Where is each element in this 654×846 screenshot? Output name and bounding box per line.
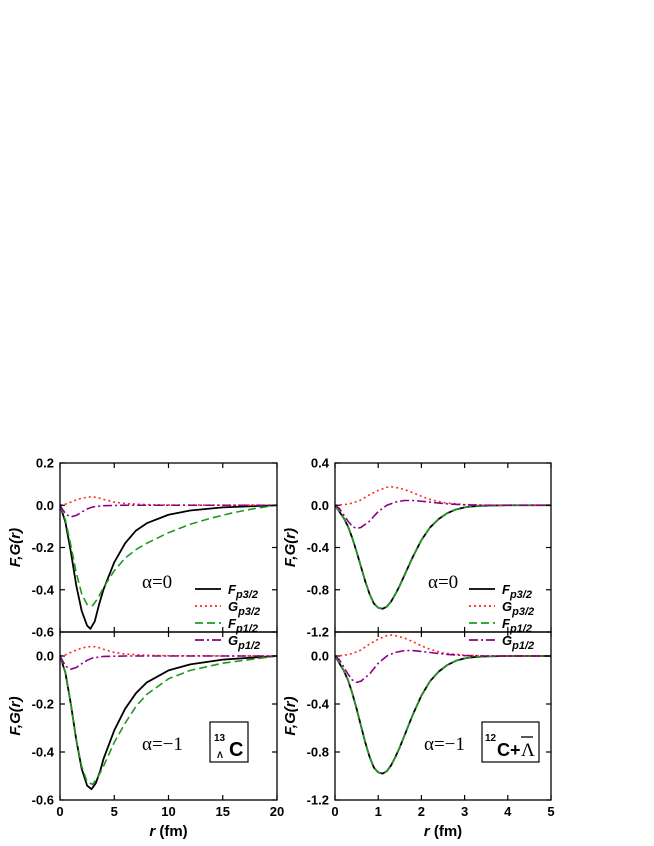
y-tick-label: -0.4 — [307, 540, 330, 555]
legend-label-1: Gp3/2 — [228, 599, 260, 618]
y-tick-label: -0.2 — [32, 540, 54, 555]
x-tick-label: 0 — [331, 804, 338, 819]
y-tick-label: -0.8 — [307, 582, 329, 597]
y-tick-label: -0.4 — [32, 582, 55, 597]
series-line-2 — [60, 504, 277, 607]
y-tick-label: -0.6 — [32, 625, 54, 640]
series-line-0 — [60, 504, 277, 630]
series-line-3 — [335, 499, 551, 530]
series-group — [335, 634, 551, 775]
y-tick-label: -0.4 — [32, 745, 55, 760]
x-tick-label: 5 — [111, 804, 118, 819]
series-group — [335, 485, 551, 610]
series-line-3 — [60, 504, 277, 518]
y-tick-label: 0.0 — [36, 649, 54, 664]
x-tick-label: 5 — [547, 804, 554, 819]
panel-top-right: -1.2 -0.8 -0.4 0.0 0.4 F,G(r) α=0 Fp3/2Gp3/2Fp1… — [282, 456, 552, 652]
y-tick-label: -0.4 — [307, 697, 330, 712]
y-axis-label: F,G(r) — [7, 696, 24, 735]
x-tick-label: 0 — [56, 804, 63, 819]
nucleus-left-sub: Λ — [217, 750, 223, 760]
nucleus-right-mass: 12 — [485, 733, 497, 744]
plot-frame — [334, 631, 552, 801]
y-tick-label: -1.2 — [307, 625, 329, 640]
y-axis-label: F,G(r) — [7, 528, 24, 567]
alpha-annotation: α=0 — [142, 572, 172, 593]
alpha-annotation: α=−1 — [424, 734, 465, 755]
y-tick-label: 0.2 — [36, 456, 54, 471]
x-axis-label: r (fm) — [424, 823, 462, 840]
series-line-2 — [335, 504, 551, 610]
series-line-1 — [60, 645, 277, 657]
alpha-annotation: α=0 — [428, 572, 458, 593]
legend-label-1: Gp3/2 — [502, 599, 534, 618]
legend-label-0: Fp3/2 — [228, 582, 258, 601]
series-line-1 — [60, 496, 277, 507]
x-tick-label: 15 — [216, 804, 230, 819]
x-tick-label: 1 — [375, 804, 382, 819]
series-line-2 — [60, 655, 277, 786]
y-tick-label: 0.0 — [311, 498, 329, 513]
nucleus-label-13C: 13 Λ C — [209, 721, 249, 763]
nucleus-left-element: C — [229, 739, 243, 761]
y-axis-label: F,G(r) — [282, 528, 299, 567]
legend-label-0: Fp3/2 — [502, 582, 532, 601]
y-tick-label: 0.4 — [311, 456, 330, 471]
nucleus-left-mass: 13 — [214, 733, 226, 744]
x-axis-label: r (fm) — [149, 823, 187, 840]
y-tick-label: 0.0 — [36, 498, 54, 513]
series-line-2 — [335, 655, 551, 775]
series-line-1 — [335, 485, 551, 507]
series-group — [60, 645, 277, 791]
alpha-annotation: α=−1 — [142, 734, 183, 755]
series-line-3 — [335, 649, 551, 684]
nucleus-right-element: C+ — [497, 740, 521, 760]
x-tick-label: 10 — [161, 804, 175, 819]
y-tick-label: -0.6 — [32, 793, 54, 808]
panel-top-left: -0.6 -0.4 -0.2 0.0 0.2 F,G(r) α=0 Fp3/2Gp3/2Fp1… — [7, 456, 278, 652]
panels-group: -0.6 -0.4 -0.2 0.0 0.2 F,G(r) α=0 Fp3/2Gp3/2Fp1… — [7, 456, 555, 841]
y-tick-label: -0.2 — [32, 697, 54, 712]
y-axis-label: F,G(r) — [282, 696, 299, 735]
x-tick-label: 2 — [418, 804, 425, 819]
x-tick-label: 4 — [504, 804, 512, 819]
y-tick-label: -1.2 — [307, 793, 329, 808]
x-tick-label: 3 — [461, 804, 468, 819]
y-tick-label: 0.0 — [311, 649, 329, 664]
legend-label-3: Gp1/2 — [502, 633, 534, 652]
panel-bottom-right: 0 1 2 3 4 5-1.2-0.8-0.40.0F,G(r)r (fm)α=−1 — [282, 631, 555, 840]
y-tick-label: -0.8 — [307, 745, 329, 760]
legend-label-3: Gp1/2 — [228, 633, 260, 652]
panel-bottom-left: 0 5 10 15 20 -0.6 -0.4 -0.2 0.0 F,G(r) r (fm) α=−1 — [7, 631, 284, 840]
series-group — [60, 496, 277, 630]
nucleus-right-antilambda: Λ — [521, 740, 535, 761]
nucleus-label-12C-antilambda: 12 C+ Λ — [481, 721, 540, 763]
x-tick-label: 20 — [270, 804, 284, 819]
